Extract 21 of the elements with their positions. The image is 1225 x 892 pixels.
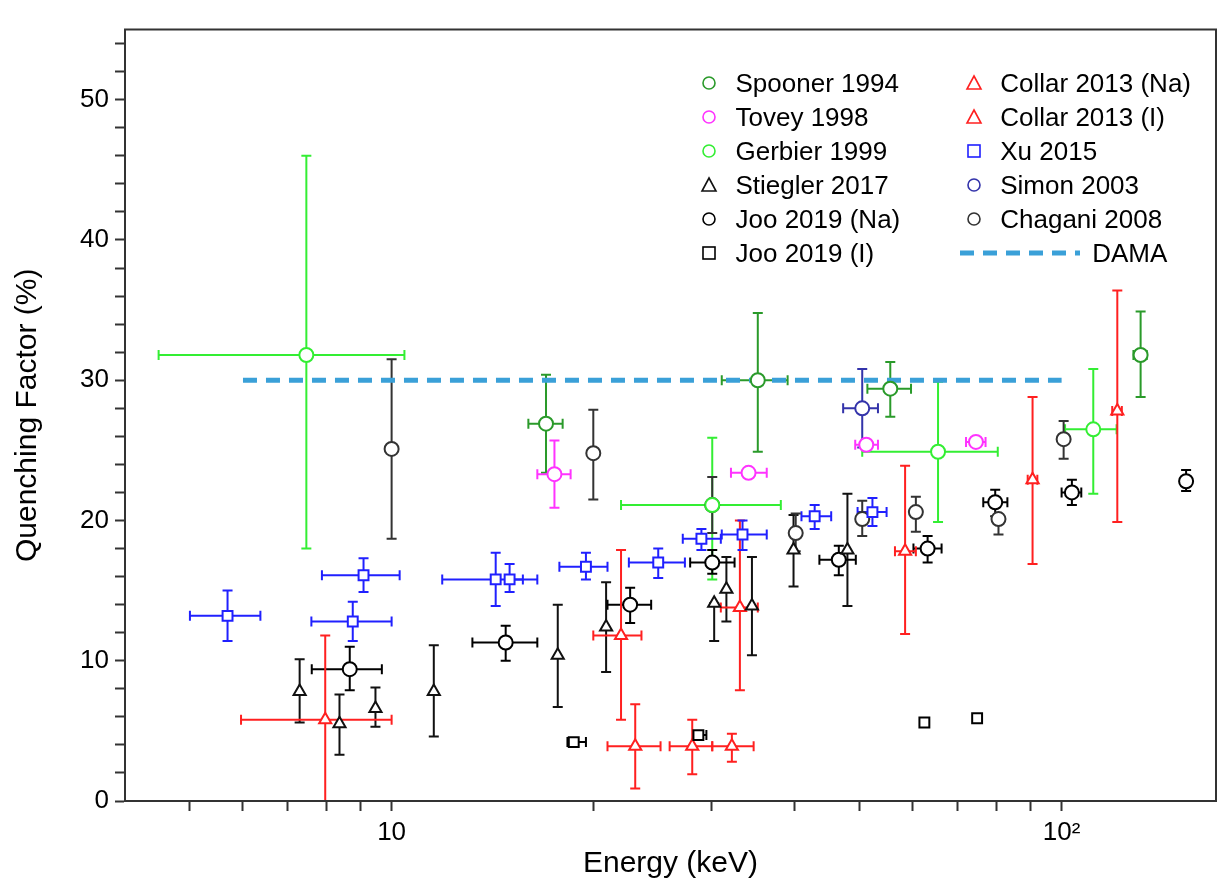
y-tick-label: 10 xyxy=(80,643,109,674)
legend-label: Stiegler 2017 xyxy=(735,169,889,201)
legend-label: Gerbier 1999 xyxy=(735,135,888,167)
legend-label: Xu 2015 xyxy=(1000,135,1098,167)
x-tick-label: 10² xyxy=(1042,815,1081,846)
legend-label: Chagani 2008 xyxy=(1000,203,1163,235)
legend-label: Collar 2013 (I) xyxy=(1000,101,1165,133)
y-tick-label: 20 xyxy=(80,503,109,534)
y-tick-label: 40 xyxy=(80,223,109,254)
legend-label: DAMA xyxy=(1092,237,1168,269)
y-axis-title: Quenching Factor (%) xyxy=(9,268,43,563)
y-tick-label: 50 xyxy=(80,82,109,113)
legend-label: Tovey 1998 xyxy=(735,101,869,133)
y-tick-label: 0 xyxy=(94,784,109,815)
legend-label: Collar 2013 (Na) xyxy=(1000,67,1191,99)
x-axis-title: Energy (keV) xyxy=(582,845,759,879)
legend-label: Simon 2003 xyxy=(1000,169,1140,201)
legend-label: Joo 2019 (I) xyxy=(735,237,875,269)
legend-label: Spooner 1994 xyxy=(735,67,899,99)
legend-label: Joo 2019 (Na) xyxy=(735,203,901,235)
y-tick-label: 30 xyxy=(80,363,109,394)
